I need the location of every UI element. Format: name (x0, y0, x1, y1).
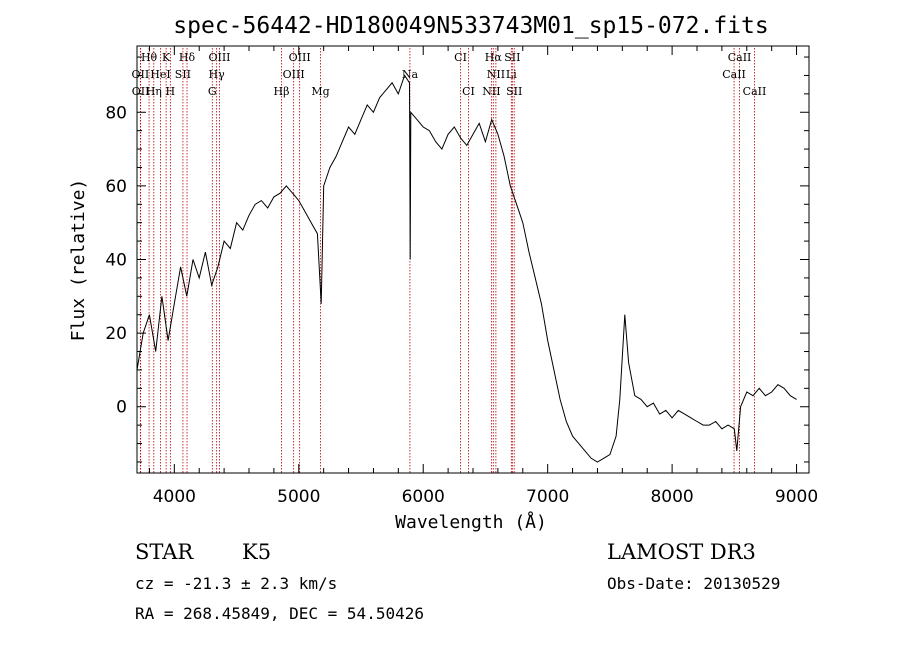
line-label-24: CI (462, 85, 475, 98)
line-label-9: OII (132, 68, 150, 81)
line-label-14: Na (402, 68, 419, 81)
line-label-12: Hγ (209, 68, 226, 81)
line-label-25: NII (482, 85, 500, 98)
line-label-23: Mg (311, 85, 329, 98)
line-label-22: Hβ (274, 85, 290, 98)
line-label-6: Hα (485, 51, 503, 64)
x-tick-label-5000: 5000 (277, 487, 320, 507)
line-label-15: NII (487, 68, 505, 81)
y-tick-label-60: 60 (105, 177, 127, 197)
line-label-4: OIII (289, 51, 311, 64)
observation-date: Obs-Date: 20130529 (607, 574, 781, 593)
y-tick-label-40: 40 (105, 251, 127, 271)
x-tick-label-8000: 8000 (650, 487, 693, 507)
line-label-0: Hθ (141, 51, 158, 64)
x-axis-label: Wavelength (Å) (395, 511, 547, 533)
y-axis-ticks: 0 20 40 60 80 (105, 56, 809, 463)
coordinates: RA = 268.45849, DEC = 54.50426 (135, 604, 424, 623)
line-label-7: SII (504, 51, 520, 64)
y-tick-label-20: 20 (105, 324, 127, 344)
line-label-27: CaII (743, 85, 767, 98)
y-tick-label-80: 80 (105, 103, 127, 123)
line-label-16: Li (506, 68, 517, 81)
survey-name: LAMOST DR3 (607, 540, 756, 564)
line-label-18: OII (132, 85, 150, 98)
line-label-10: HeI (150, 68, 170, 81)
line-label-2: Hδ (179, 51, 196, 64)
line-label-26: SII (506, 85, 522, 98)
line-label-19: Hη (146, 85, 162, 98)
x-tick-label-7000: 7000 (526, 487, 569, 507)
object-subclass: K5 (242, 540, 272, 564)
line-label-5: CI (454, 51, 467, 64)
x-tick-label-4000: 4000 (153, 487, 196, 507)
spectrum-series (136, 74, 797, 463)
y-tick-label-0: 0 (116, 398, 127, 418)
spectrum-line (136, 74, 797, 463)
line-label-3: OIII (208, 51, 230, 64)
line-label-13: OIII (283, 68, 305, 81)
spectral-line-markers (139, 48, 755, 473)
x-tick-label-9000: 9000 (775, 487, 818, 507)
line-label-21: G (208, 85, 217, 98)
line-label-20: H (166, 85, 176, 98)
redshift-velocity: cz = -21.3 ± 2.3 km/s (135, 574, 338, 593)
line-label-1: K (162, 51, 171, 64)
plot-frame (136, 45, 810, 474)
line-label-11: SII (175, 68, 191, 81)
y-axis-label: Flux (relative) (68, 179, 89, 342)
line-label-17: CaII (722, 68, 746, 81)
x-tick-label-6000: 6000 (402, 487, 445, 507)
x-axis-ticks: 4000 5000 6000 7000 8000 9000 (148, 46, 818, 507)
line-label-8: CaII (728, 51, 752, 64)
chart-title: spec-56442-HD180049N533743M01_sp15-072.f… (173, 13, 768, 39)
object-class: STAR (135, 540, 194, 564)
